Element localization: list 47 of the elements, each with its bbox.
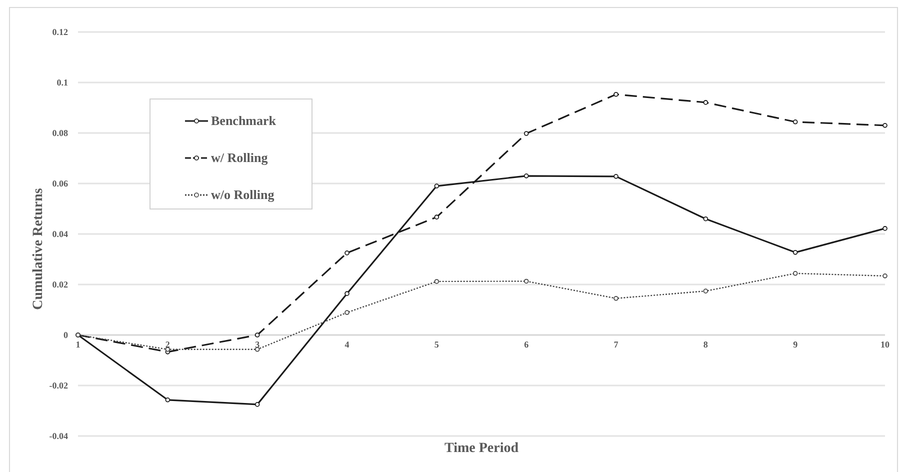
x-tick-label: 2 (165, 339, 170, 350)
point (524, 131, 529, 136)
x-tick-label: 6 (524, 339, 530, 350)
point (703, 100, 708, 105)
x-axis-title: Time Period (444, 441, 519, 456)
y-tick-label: 0.02 (52, 279, 68, 290)
point (882, 274, 888, 278)
y-tick-label: 0.04 (52, 228, 68, 239)
point (434, 279, 440, 284)
point (792, 250, 798, 255)
point (524, 278, 529, 284)
y-tick-label: 0.12 (52, 26, 68, 37)
x-tick-label: 7 (614, 339, 619, 350)
x-tick-label: 3 (255, 339, 260, 350)
x-tick-label: 8 (703, 339, 708, 350)
point (434, 184, 440, 188)
point (254, 402, 260, 407)
x-tick-label: 4 (344, 339, 350, 350)
point (344, 310, 350, 315)
point (434, 214, 440, 220)
x-tick-label: 9 (793, 339, 798, 350)
point (882, 123, 888, 128)
point (703, 216, 708, 222)
point (344, 291, 350, 296)
y-tick-label: 0.06 (52, 178, 68, 188)
y-axis-title: Cumulative Returns (31, 188, 46, 310)
point (344, 250, 350, 256)
x-tick-label: 1 (76, 339, 81, 350)
point (614, 174, 618, 179)
y-tick-label: -0.04 (49, 430, 68, 441)
point (614, 296, 618, 301)
y-tick-label: 0.1 (56, 77, 68, 88)
x-tick-label: 5 (434, 339, 440, 350)
point (165, 397, 170, 402)
y-tick-label: 0.08 (52, 128, 68, 138)
point (614, 92, 618, 97)
y-tick-label: 0 (64, 330, 68, 340)
legend-label: Benchmark (211, 113, 277, 128)
legend-label: w/ Rolling (211, 150, 268, 165)
point (524, 174, 529, 178)
legend-label: w/o Rolling (211, 187, 275, 202)
point (792, 270, 798, 276)
point (882, 226, 888, 231)
point (792, 119, 798, 124)
x-tick-label: 10 (880, 339, 890, 350)
y-tick-label: -0.02 (49, 380, 68, 390)
point (703, 288, 708, 294)
